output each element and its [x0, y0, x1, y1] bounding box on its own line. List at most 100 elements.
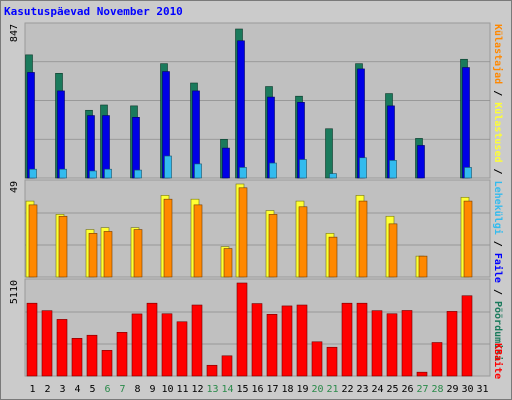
bar-kbaite-8	[131, 313, 143, 377]
bar-külastajad-5	[88, 233, 98, 278]
legend-main: Külastajad / Külastused / Lehekülgi / Fa…	[492, 24, 504, 361]
x-tick-label-7: 7	[119, 384, 125, 395]
bar-kbaite-19	[296, 304, 308, 377]
y-max-label-middle: 49	[9, 181, 20, 193]
bar-kbaite-21	[326, 346, 338, 377]
bar-lehekülgi-10	[164, 155, 172, 179]
bar-külastajad-17	[268, 214, 278, 278]
bar-kbaite-24	[371, 310, 383, 377]
bar-faile-30	[462, 67, 470, 179]
bar-faile-1	[27, 72, 35, 179]
bar-kbaite-22	[341, 302, 353, 377]
bar-kbaite-17	[266, 314, 278, 377]
x-tick-label-12: 12	[191, 384, 203, 395]
bar-faile-8	[132, 117, 140, 179]
bar-külastajad-1	[28, 204, 38, 278]
x-tick-label-31: 31	[476, 384, 488, 395]
legend-main-separator: /	[492, 163, 503, 181]
bar-faile-3	[57, 90, 65, 179]
x-tick-label-13: 13	[206, 384, 218, 395]
x-tick-label-21: 21	[326, 384, 338, 395]
x-tick-label-30: 30	[461, 384, 473, 395]
bar-kbaite-26	[401, 310, 413, 377]
x-tick-label-16: 16	[251, 384, 263, 395]
x-tick-label-10: 10	[161, 384, 173, 395]
bar-kbaite-2	[41, 310, 53, 377]
bar-külastajad-30	[463, 200, 473, 278]
bar-külastajad-8	[133, 229, 143, 278]
bar-faile-15	[237, 40, 245, 179]
bar-kbaite-30	[461, 295, 473, 377]
bar-pöördumisi-21	[325, 128, 333, 179]
x-tick-label-14: 14	[221, 384, 233, 395]
x-tick-label-8: 8	[134, 384, 140, 395]
bar-külastajad-6	[103, 231, 113, 278]
bar-külastajad-21	[328, 236, 338, 278]
x-tick-label-2: 2	[44, 384, 50, 395]
bar-lehekülgi-19	[299, 159, 307, 179]
bar-faile-5	[87, 115, 95, 179]
bar-kbaite-11	[176, 321, 188, 377]
bar-lehekülgi-1	[29, 168, 37, 179]
x-tick-label-17: 17	[266, 384, 278, 395]
bar-kbaite-29	[446, 311, 458, 377]
legend-main-separator: /	[492, 84, 503, 102]
x-tick-label-27: 27	[416, 384, 428, 395]
bar-kbaite-10	[161, 313, 173, 377]
x-tick-label-6: 6	[104, 384, 110, 395]
bar-kbaite-5	[86, 334, 98, 377]
x-tick-label-5: 5	[89, 384, 95, 395]
x-tick-label-9: 9	[149, 384, 155, 395]
bar-kbaite-20	[311, 341, 323, 377]
bar-kbaite-4	[71, 338, 83, 377]
bar-külastajad-19	[298, 206, 308, 278]
bar-kbaite-3	[56, 319, 68, 377]
bar-külastajad-15	[238, 187, 248, 278]
legend-entry-lehekülgi: Lehekülgi	[492, 181, 504, 235]
x-tick-label-20: 20	[311, 384, 323, 395]
x-tick-label-28: 28	[431, 384, 443, 395]
bar-külastajad-23	[358, 200, 368, 278]
x-tick-label-29: 29	[446, 384, 458, 395]
bar-kbaite-12	[191, 304, 203, 377]
bar-külastajad-3	[58, 215, 68, 278]
legend-entry-faile: Faile	[492, 253, 504, 283]
bar-lehekülgi-6	[104, 168, 112, 179]
bar-kbaite-6	[101, 350, 113, 377]
bar-lehekülgi-12	[194, 163, 202, 179]
y-max-label-top: 847	[9, 24, 20, 42]
bar-kbaite-23	[356, 302, 368, 377]
bar-külastajad-14	[223, 248, 233, 278]
x-tick-label-4: 4	[74, 384, 80, 395]
bar-faile-14	[222, 147, 230, 179]
legend-entry-külastused: Külastused	[492, 102, 503, 162]
x-tick-label-26: 26	[401, 384, 413, 395]
y-max-label-bottom: 5110	[9, 280, 20, 304]
bar-kbaite-27	[416, 371, 428, 377]
x-tick-label-18: 18	[281, 384, 293, 395]
bar-lehekülgi-23	[359, 157, 367, 179]
legend-entry-kbaite: KBaite	[492, 343, 504, 379]
bar-faile-27	[417, 145, 425, 179]
bar-kbaite-16	[251, 303, 263, 377]
bar-kbaite-25	[386, 313, 398, 377]
bar-lehekülgi-15	[239, 167, 247, 179]
bar-kbaite-1	[26, 302, 38, 377]
bar-kbaite-13	[206, 364, 218, 377]
bar-külastajad-25	[388, 223, 398, 278]
legend-entry-pöördumisi: Pöördumisi	[492, 301, 504, 361]
bar-lehekülgi-8	[134, 169, 142, 179]
bar-lehekülgi-30	[464, 167, 472, 179]
bar-külastajad-10	[163, 198, 173, 278]
x-tick-label-19: 19	[296, 384, 308, 395]
bar-kbaite-14	[221, 355, 233, 377]
bar-kbaite-18	[281, 305, 293, 377]
bar-kbaite-7	[116, 332, 128, 377]
x-tick-label-24: 24	[371, 384, 383, 395]
bar-lehekülgi-25	[389, 160, 397, 179]
legend-main-separator: /	[492, 235, 503, 253]
legend-kbaite: KBaite	[492, 343, 504, 379]
x-tick-label-15: 15	[236, 384, 248, 395]
x-tick-label-22: 22	[341, 384, 353, 395]
